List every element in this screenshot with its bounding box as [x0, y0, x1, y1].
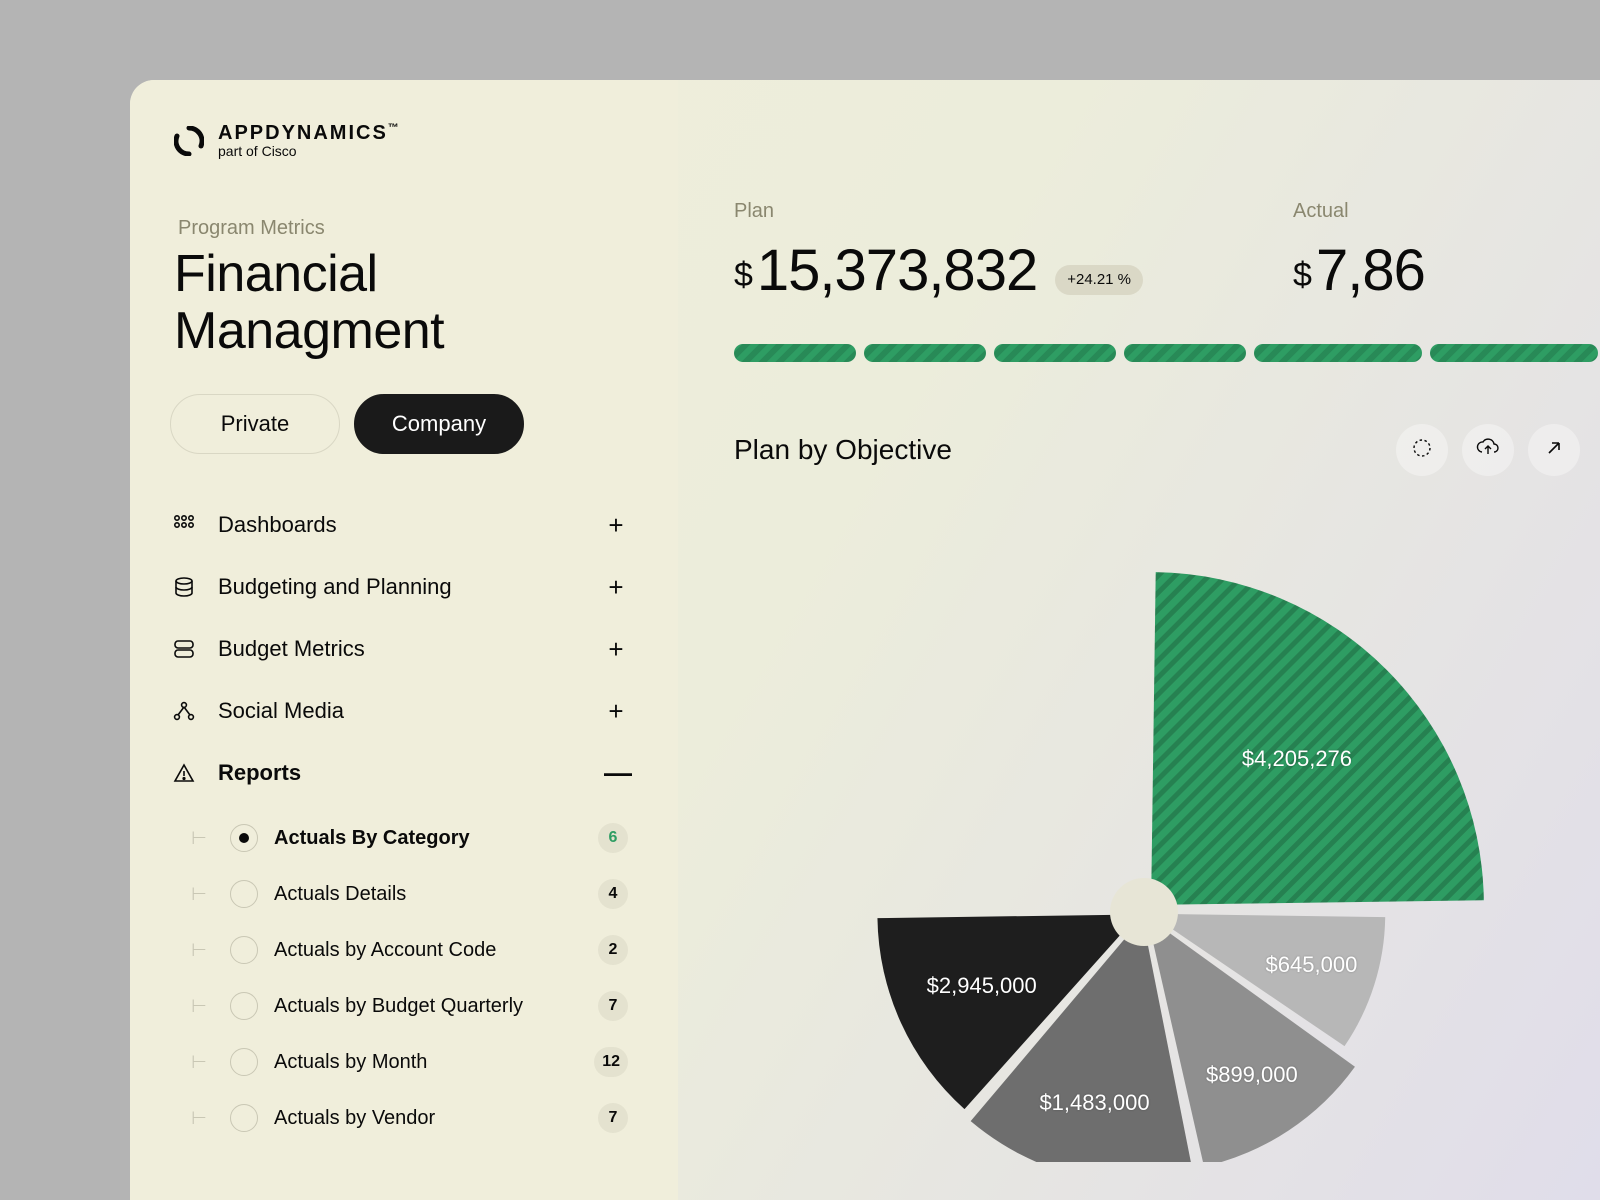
count-badge: 12 — [594, 1047, 628, 1077]
pie-slice-label: $899,000 — [1206, 1062, 1298, 1088]
progress-segment — [734, 344, 856, 362]
expand-button[interactable] — [1528, 424, 1580, 476]
tree-connector-icon: ⊢ — [168, 996, 230, 1017]
nav-item-budgeting[interactable]: Budgeting and Planning + — [168, 556, 628, 618]
section-title: Plan by Objective — [734, 434, 952, 466]
expand-icon[interactable]: + — [604, 696, 628, 727]
pie-slice[interactable] — [1151, 572, 1484, 905]
nav-label: Budgeting and Planning — [218, 574, 604, 600]
tree-connector-icon: ⊢ — [168, 828, 230, 849]
sidebar: APPDYNAMICS™ part of Cisco Program Metri… — [130, 80, 678, 1200]
collapse-icon[interactable]: — — [604, 757, 628, 789]
count-badge: 2 — [598, 935, 628, 965]
report-item[interactable]: ⊢ Actuals Details4 — [168, 866, 628, 922]
report-label: Actuals By Category — [274, 827, 598, 850]
nav-item-metrics[interactable]: Budget Metrics + — [168, 618, 628, 680]
radio-indicator — [230, 936, 258, 964]
nav-item-dashboards[interactable]: Dashboards + — [168, 494, 628, 556]
tree-connector-icon: ⊢ — [168, 940, 230, 961]
grid-icon — [170, 514, 198, 536]
expand-icon — [1544, 438, 1564, 463]
report-label: Actuals by Budget Quarterly — [274, 995, 598, 1018]
tree-connector-icon: ⊢ — [168, 1108, 230, 1129]
count-badge: 7 — [598, 991, 628, 1021]
progress-bar — [734, 344, 1600, 362]
toggle-private[interactable]: Private — [170, 394, 340, 454]
currency-symbol: $ — [1293, 256, 1312, 295]
tree-connector-icon: ⊢ — [168, 1052, 230, 1073]
report-item[interactable]: ⊢ Actuals By Category6 — [168, 810, 628, 866]
currency-symbol: $ — [734, 256, 753, 295]
brand-subtitle: part of Cisco — [218, 143, 401, 159]
report-item[interactable]: ⊢ Actuals by Account Code2 — [168, 922, 628, 978]
scope-toggle: Private Company — [170, 394, 628, 454]
cloud-upload-icon — [1476, 437, 1500, 464]
kpi-plan: Plan $ 15,373,832 +24.21 % — [734, 200, 1143, 304]
brand-logo: APPDYNAMICS™ part of Cisco — [174, 122, 628, 159]
nav-label: Social Media — [218, 698, 604, 724]
kpi-actual: Actual $ 7,86 — [1293, 200, 1425, 304]
kpi-label: Plan — [734, 200, 1143, 223]
expand-icon[interactable]: + — [604, 634, 628, 665]
kpi-label: Actual — [1293, 200, 1425, 223]
database-icon — [170, 576, 198, 598]
report-item[interactable]: ⊢ Actuals by Vendor7 — [168, 1090, 628, 1146]
report-label: Actuals Details — [274, 883, 598, 906]
report-label: Actuals by Vendor — [274, 1107, 598, 1130]
kpi-row: Plan $ 15,373,832 +24.21 % Actual $ 7,86 — [734, 200, 1600, 304]
radio-indicator — [230, 1104, 258, 1132]
alert-icon — [170, 762, 198, 784]
reports-sublist: ⊢ Actuals By Category6 ⊢ Actuals Details4 ⊢ A… — [168, 810, 628, 1146]
progress-segment — [1254, 344, 1422, 362]
tree-connector-icon: ⊢ — [168, 884, 230, 905]
network-icon — [170, 700, 198, 722]
progress-segment — [994, 344, 1116, 362]
refresh-button[interactable] — [1396, 424, 1448, 476]
expand-icon[interactable]: + — [604, 510, 628, 541]
brand-name: APPDYNAMICS™ — [218, 122, 401, 145]
app-window: APPDYNAMICS™ part of Cisco Program Metri… — [130, 80, 1600, 1200]
kpi-value: 15,373,832 — [757, 237, 1037, 304]
brand-mark-icon — [174, 126, 204, 156]
nav-item-social[interactable]: Social Media + — [168, 680, 628, 742]
progress-segment — [864, 344, 986, 362]
count-badge: 6 — [598, 823, 628, 853]
nav-label: Dashboards — [218, 512, 604, 538]
kpi-value: 7,86 — [1316, 237, 1425, 304]
nav-label: Budget Metrics — [218, 636, 604, 662]
pie-slice-label: $4,205,276 — [1242, 746, 1352, 772]
nav-label: Reports — [218, 760, 604, 786]
report-label: Actuals by Month — [274, 1051, 594, 1074]
progress-segment — [1124, 344, 1246, 362]
page-title: FinancialManagment — [174, 246, 628, 360]
kpi-delta-badge: +24.21 % — [1055, 265, 1143, 295]
pie-slice-label: $645,000 — [1266, 952, 1358, 978]
report-label: Actuals by Account Code — [274, 939, 598, 962]
nav-item-reports[interactable]: Reports — — [168, 742, 628, 804]
radio-indicator — [230, 824, 258, 852]
report-item[interactable]: ⊢ Actuals by Budget Quarterly7 — [168, 978, 628, 1034]
pie-center-hole — [1110, 878, 1178, 946]
radio-indicator — [230, 992, 258, 1020]
radio-indicator — [230, 880, 258, 908]
pie-slice-label: $2,945,000 — [927, 973, 1037, 999]
main-content: Plan $ 15,373,832 +24.21 % Actual $ 7,86… — [678, 80, 1600, 1200]
progress-segment — [1430, 344, 1598, 362]
upload-button[interactable] — [1462, 424, 1514, 476]
toggle-company[interactable]: Company — [354, 394, 524, 454]
nav: Dashboards + Budgeting and Planning + Bu… — [168, 494, 628, 1146]
count-badge: 4 — [598, 879, 628, 909]
pie-slice-label: $1,483,000 — [1039, 1090, 1149, 1116]
count-badge: 7 — [598, 1103, 628, 1133]
breadcrumb: Program Metrics — [178, 217, 628, 240]
refresh-icon — [1411, 437, 1433, 464]
server-icon — [170, 638, 198, 660]
pie-chart: $4,205,276 $645,000 $899,000 $1,483,000 $2,9… — [784, 522, 1544, 1162]
expand-icon[interactable]: + — [604, 572, 628, 603]
report-item[interactable]: ⊢ Actuals by Month12 — [168, 1034, 628, 1090]
radio-indicator — [230, 1048, 258, 1076]
